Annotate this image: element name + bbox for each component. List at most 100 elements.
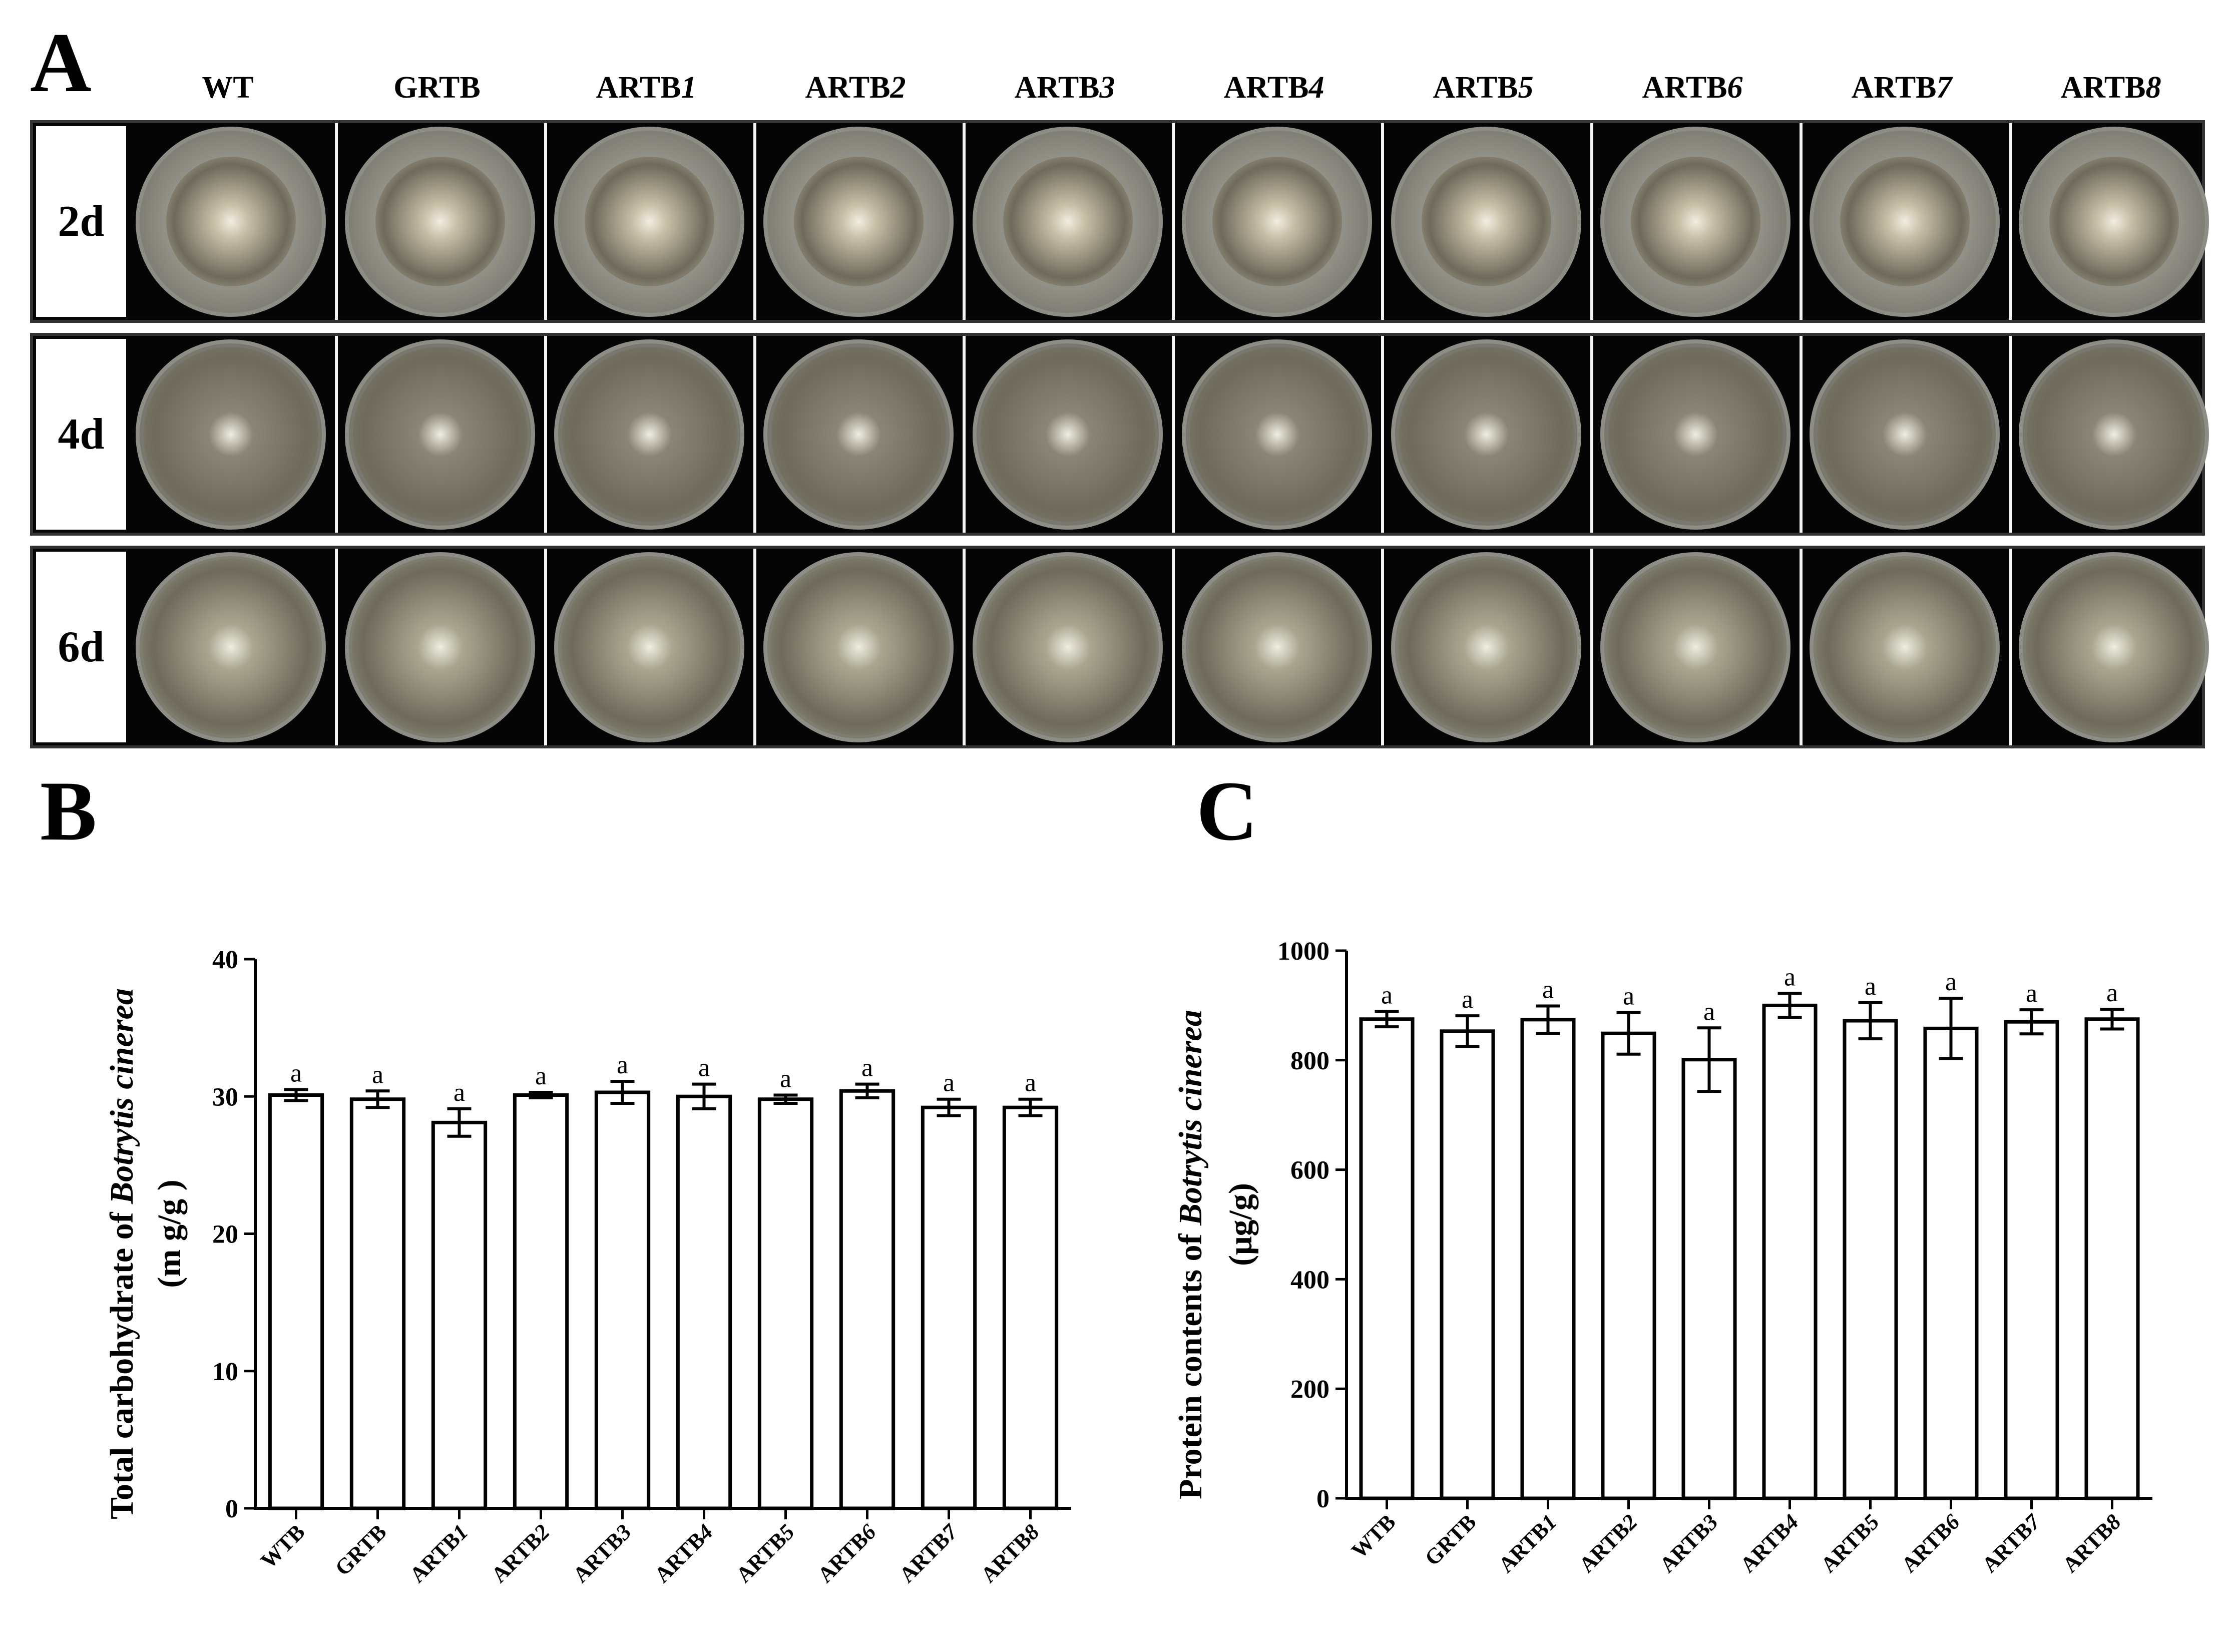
y-tick-label: 0 [1316,1485,1329,1513]
bar [1440,1029,1495,1500]
fungal-colony [143,347,318,522]
fungal-colony [1212,157,1342,286]
x-tick-label: GRTB [330,1519,391,1580]
row-label: 2d [36,126,126,317]
fungal-colony [1630,157,1760,286]
x-tick-label: ARTB6 [813,1519,881,1587]
x-tick-label: ARTB5 [731,1519,799,1587]
y-axis-label: Total carbohydrate of Botrytis cinerea [104,988,140,1519]
plate-separator [544,123,547,320]
culture-plate [136,552,326,742]
significance-letter: a [1945,968,1957,996]
fungal-colony [2049,157,2179,286]
culture-plate [763,126,954,317]
column-header-base: ARTB [596,71,681,105]
significance-letter: a [861,1054,873,1082]
y-tick-label: 0 [225,1495,238,1523]
x-tick-label: WTB [1347,1509,1400,1563]
x-tick-label-base: GRTB [330,1519,391,1580]
culture-plate [763,339,954,530]
plate-row: 2d [30,120,2209,323]
y-tick-label: 40 [212,946,238,974]
column-header-number: 1 [681,71,697,105]
plate-separator [1590,123,1593,320]
fungal-colony [2026,347,2201,522]
culture-plate [2019,552,2209,742]
culture-plate [1182,126,1372,317]
plate-separator [1381,336,1384,533]
column-header: GRTB [334,70,540,106]
y-tick-label: 200 [1290,1375,1329,1404]
column-header: ARTB4 [1171,70,1377,106]
bar [1923,1026,1979,1500]
panel-a-label: A [30,16,92,110]
fungal-colony [352,347,528,522]
y-axis-label-text: Total carbohydrate of [104,1204,140,1519]
significance-letter: a [454,1078,465,1107]
chart-total-carbohydrate: 0 10 20 30 40 a WTB a GRTB a ARTB1 a ARTB2 a ARTB3 a ART… [104,946,1071,1587]
culture-plate [554,552,744,742]
bar [2084,1017,2140,1500]
bar [513,1093,569,1510]
significance-letter: a [1462,985,1473,1014]
fungal-colony [1608,347,1783,522]
column-header-base: ARTB [1433,71,1518,105]
culture-plate [345,126,535,317]
column-header-number: 7 [1936,71,1952,105]
column-header: ARTB8 [2008,70,2213,106]
plate-row: 6d [30,546,2209,748]
column-header-base: ARTB [1851,71,1937,105]
x-tick-label: WTB [256,1519,309,1573]
bar [757,1097,814,1510]
bar [268,1093,324,1510]
bar [594,1090,651,1510]
fungal-colony [771,347,946,522]
bar [1681,1058,1737,1500]
fungal-colony [1421,157,1551,286]
plate-separator [1590,336,1593,533]
column-header-number: 3 [1099,71,1115,105]
y-axis-label-text: Protein contents of [1172,1225,1209,1499]
significance-letter: a [372,1060,383,1089]
plate-separator [1381,123,1384,320]
y-tick-label: 10 [212,1358,238,1386]
column-header-number: 6 [1727,71,1743,105]
column-header-base: ARTB [1223,71,1309,105]
culture-plate [2019,339,2209,530]
significance-letter: a [1025,1069,1036,1097]
culture-plate [1182,339,1372,530]
y-axis-label-species: Botrytis cinerea [1172,1010,1209,1226]
bar [1520,1018,1576,1500]
culture-plate [345,552,535,742]
plate-separator [753,336,756,533]
bar [2004,1020,2059,1500]
column-header: ARTB5 [1381,70,1586,106]
culture-plate [136,339,326,530]
plate-separator [753,549,756,745]
column-header-number: 8 [2145,71,2161,105]
column-header: ARTB6 [1590,70,1795,106]
plate-separator [963,336,966,533]
y-axis-unit: (μg/g) [1222,1183,1259,1266]
plate-separator [544,549,547,745]
x-tick-label: ARTB8 [2058,1509,2126,1577]
plate-separator [1800,549,1803,745]
fungal-colony [1189,347,1365,522]
chart-protein-content: 0 200 400 600 800 1000 a WTB a GRTB a ARTB1 a ARTB2 a A… [1172,937,2152,1577]
plate-separator [753,123,756,320]
x-tick-label: ARTB1 [1494,1509,1562,1577]
culture-plate [1391,126,1581,317]
x-tick-label: ARTB1 [405,1519,473,1587]
fungal-colony [979,559,1156,735]
column-header-base: ARTB [805,71,890,105]
panel-c-label: C [1196,764,1258,858]
bar [1843,1019,1898,1500]
plate-separator [2009,549,2012,745]
x-tick-label: GRTB [1420,1509,1481,1570]
strain-column-headers: WT GRTB ARTB1 ARTB2 ARTB3 ARTB4 ARTB5 ARTB6 ARTB… [135,70,2212,115]
x-tick-label: ARTB7 [895,1519,963,1587]
plate-separator [1800,123,1803,320]
column-header-base: WT [202,71,254,105]
x-tick-label-base: GRTB [1420,1509,1481,1570]
culture-plate [1600,552,1791,742]
